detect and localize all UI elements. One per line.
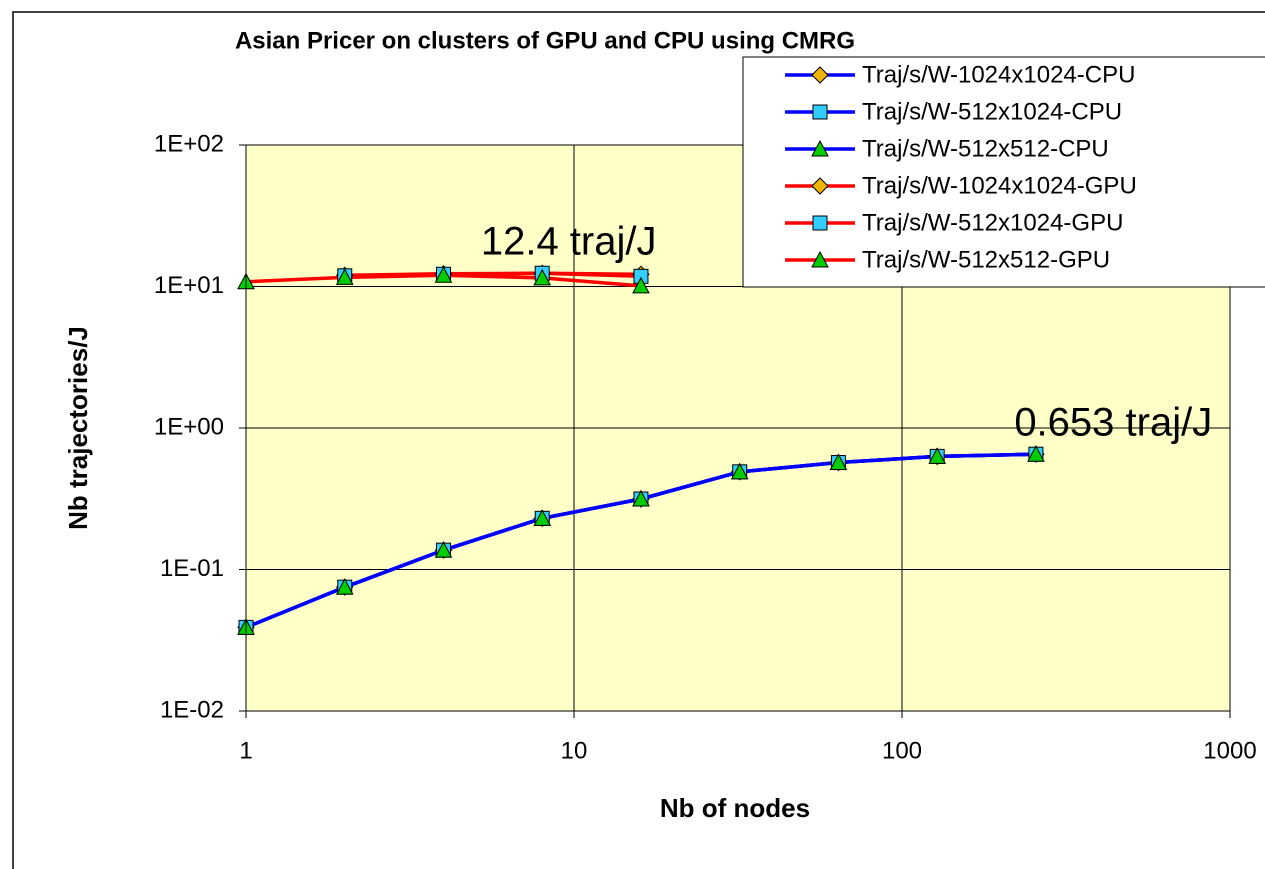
marker	[632, 489, 650, 507]
marker	[335, 578, 354, 595]
y-tick-label: 1E-01	[160, 555, 224, 582]
x-tick-label: 1000	[1203, 737, 1256, 764]
marker	[812, 215, 828, 231]
legend-label: Traj/s/W-512x512-GPU	[862, 246, 1110, 273]
y-tick-label: 1E+02	[154, 130, 224, 157]
marker	[335, 268, 354, 285]
y-tick-label: 1E+01	[154, 272, 224, 299]
marker	[632, 276, 650, 294]
legend-box	[742, 56, 1265, 288]
marker	[434, 266, 453, 283]
x-tick-label: 1	[239, 737, 252, 764]
marker	[730, 462, 749, 480]
legend-label: Traj/s/W-512x512-CPU	[862, 135, 1109, 162]
marker	[533, 509, 552, 526]
annotation: 12.4 traj/J	[481, 219, 657, 263]
marker	[812, 104, 828, 120]
x-tick-label: 100	[882, 737, 922, 764]
x-axis-label: Nb of nodes	[660, 793, 810, 823]
marker	[1027, 445, 1045, 462]
marker	[829, 453, 848, 471]
marker	[811, 250, 829, 268]
chart-title: Asian Pricer on clusters of GPU and CPU …	[235, 27, 855, 54]
marker	[811, 139, 829, 157]
marker	[533, 268, 552, 286]
y-axis-label: Nb trajectories/J	[63, 326, 93, 530]
legend-label: Traj/s/W-512x1024-GPU	[862, 209, 1123, 236]
marker	[434, 541, 453, 558]
legend-label: Traj/s/W-1024x1024-GPU	[862, 172, 1137, 199]
marker	[811, 66, 829, 84]
y-tick-label: 1E+00	[154, 413, 224, 440]
annotation: 0.653 traj/J	[1014, 401, 1212, 445]
plot-frame	[245, 144, 1231, 712]
legend-label: Traj/s/W-512x1024-CPU	[862, 98, 1122, 125]
marker	[811, 177, 829, 195]
legend: Traj/s/W-1024x1024-CPU Traj/s/W-512x1024-…	[742, 56, 1265, 288]
x-tick-label: 10	[561, 737, 588, 764]
marker	[928, 447, 946, 464]
annotations: 12.4 traj/J 0.653 traj/J	[481, 219, 1212, 444]
y-tick-label: 1E-02	[160, 696, 224, 723]
legend-label: Traj/s/W-1024x1024-CPU	[862, 61, 1135, 88]
